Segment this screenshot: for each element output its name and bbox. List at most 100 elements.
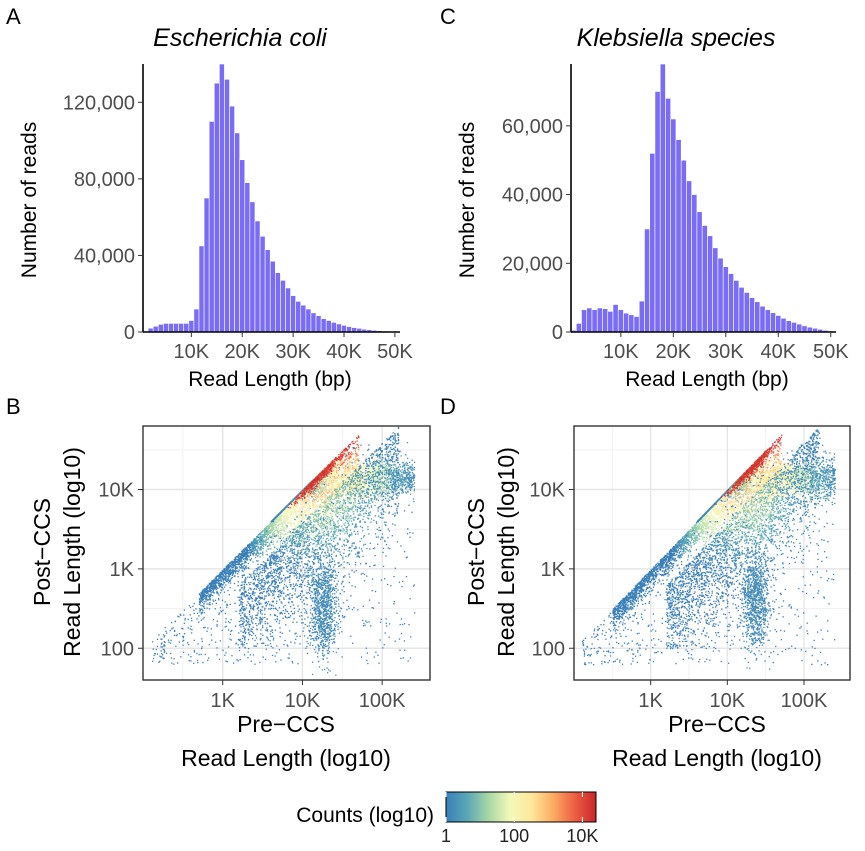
panel-b-density-point <box>277 527 279 529</box>
panel-b-density-point <box>307 495 309 497</box>
panel-b-density-point <box>252 548 255 550</box>
panel-b-density-point <box>280 535 282 538</box>
panel-b-density-point <box>349 477 351 479</box>
panel-b-density-point <box>314 504 316 506</box>
panel-b-density-point <box>319 485 322 488</box>
panel-b-density-point <box>280 537 282 539</box>
panel-b-density-point <box>329 486 331 488</box>
panel-b-density-point <box>354 476 356 478</box>
panel-b-density-point <box>374 479 376 481</box>
panel-b-density-point <box>300 500 302 502</box>
panel-b-density-point <box>318 484 321 486</box>
panel-b-density-point <box>350 460 352 462</box>
panel-b-density-point <box>297 501 299 503</box>
panel-b-density-point <box>405 475 408 477</box>
panel-b-density-point <box>347 470 349 472</box>
panel-b-y-title-line1: Post−CCS <box>29 498 55 606</box>
panel-b-density-point <box>263 533 265 536</box>
panel-b-density-point <box>334 480 336 482</box>
panel-b-density-point <box>303 500 305 503</box>
panel-b-density-point <box>281 514 284 517</box>
panel-b-density-point <box>313 492 316 495</box>
panel-b-density-point <box>293 500 296 502</box>
panel-b-density-point <box>214 579 217 581</box>
panel-b-density-point <box>216 575 218 577</box>
panel-b-density-point <box>212 589 214 592</box>
panel-c-bar <box>638 300 645 333</box>
panel-b-density-point <box>264 536 266 538</box>
panel-b-density-point <box>243 553 245 555</box>
panel-b-density-point <box>290 510 292 512</box>
panel-b-density-point <box>304 490 306 493</box>
panel-c-bar <box>733 280 740 333</box>
panel-b-density-point <box>264 531 266 533</box>
panel-b-density-point <box>393 472 395 474</box>
panel-b-density-point <box>381 501 384 504</box>
panel-b-density-point <box>353 489 355 492</box>
panel-b-density-point <box>376 470 379 472</box>
panel-b-density-point <box>239 567 241 569</box>
panel-b-density-point <box>284 515 286 518</box>
panel-b-density-point <box>276 540 278 542</box>
panel-b-density-point <box>316 495 318 498</box>
panel-b-density-point <box>308 509 310 512</box>
panel-b-density-point <box>285 522 287 524</box>
panel-b-density-point <box>347 487 349 490</box>
panel-b-density-point <box>368 493 370 496</box>
panel-b-density-point <box>250 558 253 560</box>
panel-b-density-point <box>338 466 340 468</box>
panel-b-density-point <box>315 510 317 512</box>
panel-b-density-point <box>383 476 385 478</box>
panel-b-density-point <box>303 512 306 514</box>
panel-b-density-point <box>225 584 227 586</box>
panel-b-density-point <box>241 553 243 555</box>
panel-b-density-point <box>275 520 277 523</box>
panel-b-density-point <box>281 529 283 531</box>
panel-b-density-point <box>279 547 281 549</box>
panel-a-bar <box>178 323 185 333</box>
panel-b-density-point <box>215 588 218 591</box>
panel-b-density-point <box>246 548 248 550</box>
panel-b-density-point <box>321 483 323 485</box>
panel-b-density-point <box>402 465 404 467</box>
panel-b-density-point <box>322 480 324 482</box>
panel-b-density-point <box>334 461 336 464</box>
panel-b-density-point <box>326 513 329 515</box>
panel-b-density-point <box>254 546 256 548</box>
panel-b-density-point <box>205 597 207 599</box>
panel-b-density-point <box>335 483 338 485</box>
panel-b-density-point <box>213 584 215 587</box>
panel-b-density-point <box>334 467 336 470</box>
panel-b-density-point <box>204 594 207 596</box>
panel-b-density-point <box>336 479 339 482</box>
panel-b-density-point <box>283 544 286 547</box>
panel-b-density-point <box>263 529 266 531</box>
panel-b-density-point <box>309 519 311 521</box>
panel-b-density-point <box>336 473 338 475</box>
panel-b-density-point <box>387 475 390 477</box>
panel-b-density-point <box>404 467 406 470</box>
panel-b-density-point <box>268 536 270 539</box>
panel-b-density-point <box>212 594 214 597</box>
panel-b-density-point <box>276 535 278 537</box>
panel-b-density-point <box>320 494 323 497</box>
panel-b-density-point <box>383 470 385 472</box>
panel-b-density-point <box>385 483 388 486</box>
panel-b-density-point <box>267 539 269 541</box>
panel-b-density-point <box>315 490 317 492</box>
panel-b-density-point <box>307 498 309 500</box>
panel-b-density-point <box>349 489 351 492</box>
panel-b-density-point <box>363 469 366 471</box>
panel-a-bar <box>259 235 266 333</box>
panel-b-density-point <box>279 515 281 518</box>
panel-b-density-point <box>335 462 337 464</box>
panel-b-density-point <box>299 515 302 518</box>
panel-b-density-point <box>235 556 237 558</box>
panel-b-density-point <box>261 539 263 542</box>
panel-b-density-point <box>356 452 358 455</box>
panel-b-density-point <box>299 550 301 552</box>
panel-b-density-point <box>346 463 349 465</box>
panel-b-density-point <box>333 480 336 482</box>
panel-c-bar <box>749 297 755 333</box>
panel-b-density-point <box>395 483 398 486</box>
